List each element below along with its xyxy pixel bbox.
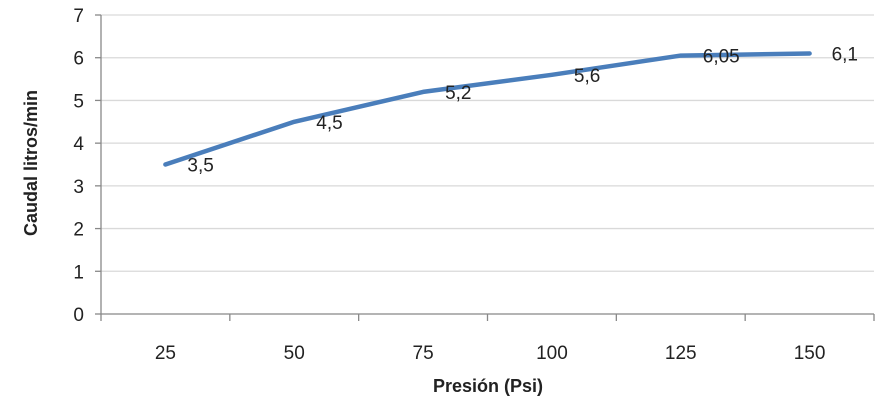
y-tick-label-2: 2 <box>73 220 84 241</box>
y-tick-label-0: 0 <box>73 305 84 326</box>
y-tick-label-4: 4 <box>73 134 84 155</box>
y-tick-label-7: 7 <box>73 6 84 27</box>
data-label-125: 6,05 <box>703 47 740 68</box>
data-label-150: 6,1 <box>832 44 858 65</box>
data-label-100: 5,6 <box>574 66 600 87</box>
y-tick-label-3: 3 <box>73 177 84 198</box>
y-tick-label-1: 1 <box>73 262 84 283</box>
x-tick-label-100: 100 <box>536 343 568 364</box>
x-tick-label-25: 25 <box>155 343 176 364</box>
data-label-25: 3,5 <box>187 156 213 177</box>
y-axis-title: Caudal litros/min <box>21 90 41 236</box>
axes <box>95 14 875 321</box>
y-tick-labels: 0 1 2 3 4 5 6 7 <box>73 6 84 326</box>
data-label-75: 5,2 <box>445 83 471 104</box>
y-tick-label-6: 6 <box>73 49 84 70</box>
data-labels: 3,5 4,5 5,2 5,6 6,05 6,1 <box>187 44 858 176</box>
y-tick-label-5: 5 <box>73 91 84 112</box>
x-axis-title: Presión (Psi) <box>433 376 543 396</box>
series-group <box>163 51 812 167</box>
x-tick-label-125: 125 <box>665 343 697 364</box>
x-tick-label-50: 50 <box>284 343 305 364</box>
x-tick-label-75: 75 <box>413 343 434 364</box>
x-tick-label-150: 150 <box>794 343 826 364</box>
x-tick-labels: 25 50 75 100 125 150 <box>155 343 826 364</box>
data-label-50: 4,5 <box>316 113 342 134</box>
series-line-0 <box>163 51 812 167</box>
